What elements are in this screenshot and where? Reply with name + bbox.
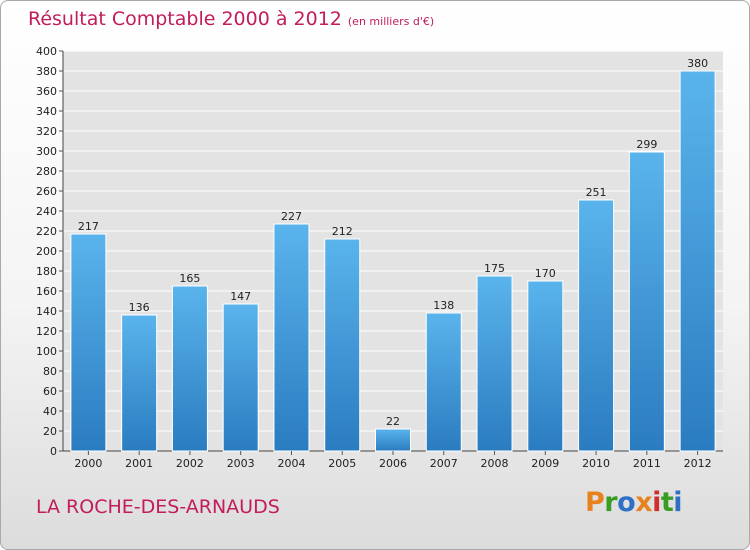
x-tick-label: 2005 (328, 457, 356, 470)
chart-title: Résultat Comptable 2000 à 2012 (en millie… (28, 8, 434, 30)
bar (70, 233, 107, 452)
x-tick-label: 2008 (481, 457, 509, 470)
bar (324, 238, 361, 452)
x-tick-label: 2010 (582, 457, 610, 470)
chart-subtitle: (en milliers d'€) (347, 15, 435, 28)
logo-letter: P (585, 487, 605, 518)
bar-value-label: 170 (535, 267, 556, 280)
x-tick-label: 2009 (531, 457, 559, 470)
logo-letter: x (635, 487, 653, 518)
logo-letter: o (617, 487, 636, 518)
x-tick-label: 2004 (277, 457, 305, 470)
bar-value-label: 175 (484, 262, 505, 275)
proxiti-logo: Proxiti (585, 487, 683, 518)
bar (425, 312, 462, 452)
y-tick-label: 340 (36, 105, 57, 118)
bar (628, 151, 665, 452)
y-tick-label: 260 (36, 185, 57, 198)
x-tick-label: 2000 (74, 457, 102, 470)
bar-value-label: 147 (230, 290, 251, 303)
bar (273, 223, 310, 452)
bar-value-label: 212 (332, 225, 353, 238)
x-tick-label: 2001 (125, 457, 153, 470)
bar-value-label: 251 (586, 186, 607, 199)
bar-value-label: 138 (433, 299, 454, 312)
logo-letter: t (660, 487, 674, 518)
chart-title-text: Résultat Comptable 2000 à 2012 (28, 8, 342, 30)
y-tick-label: 220 (36, 225, 57, 238)
y-tick-label: 240 (36, 205, 57, 218)
y-tick-label: 120 (36, 325, 57, 338)
y-tick-label: 200 (36, 245, 57, 258)
y-tick-label: 80 (43, 365, 57, 378)
bar (679, 70, 716, 452)
y-tick-label: 380 (36, 65, 57, 78)
x-tick-label: 2011 (633, 457, 661, 470)
commune-name: LA ROCHE-DES-ARNAUDS (36, 496, 280, 518)
bar (171, 285, 208, 452)
y-tick-label: 280 (36, 165, 57, 178)
y-tick-label: 60 (43, 385, 57, 398)
bar-value-label: 136 (129, 301, 150, 314)
x-tick-label: 2012 (684, 457, 712, 470)
bar-value-label: 217 (78, 220, 99, 233)
bar (222, 303, 259, 452)
bar-value-label: 227 (281, 210, 302, 223)
x-tick-label: 2002 (176, 457, 204, 470)
x-tick-label: 2007 (430, 457, 458, 470)
x-tick-label: 2003 (227, 457, 255, 470)
y-tick-label: 320 (36, 125, 57, 138)
y-tick-label: 140 (36, 305, 57, 318)
y-tick-label: 360 (36, 85, 57, 98)
y-tick-label: 400 (36, 45, 57, 58)
bar (527, 280, 564, 452)
bar (476, 275, 513, 452)
bar (121, 314, 158, 452)
bar-value-label: 22 (386, 415, 400, 428)
y-tick-label: 160 (36, 285, 57, 298)
x-tick-label: 2006 (379, 457, 407, 470)
y-tick-label: 300 (36, 145, 57, 158)
y-tick-label: 40 (43, 405, 57, 418)
logo-letter: r (604, 487, 618, 518)
bar (375, 428, 411, 452)
y-tick-label: 0 (50, 445, 57, 458)
bar (578, 199, 615, 452)
y-tick-label: 100 (36, 345, 57, 358)
bar-value-label: 165 (179, 272, 200, 285)
y-tick-label: 20 (43, 425, 57, 438)
logo-letter: i (652, 487, 661, 518)
bar-value-label: 380 (687, 57, 708, 70)
y-tick-label: 180 (36, 265, 57, 278)
logo-letter: i (673, 487, 683, 518)
bar-value-label: 299 (636, 138, 657, 151)
